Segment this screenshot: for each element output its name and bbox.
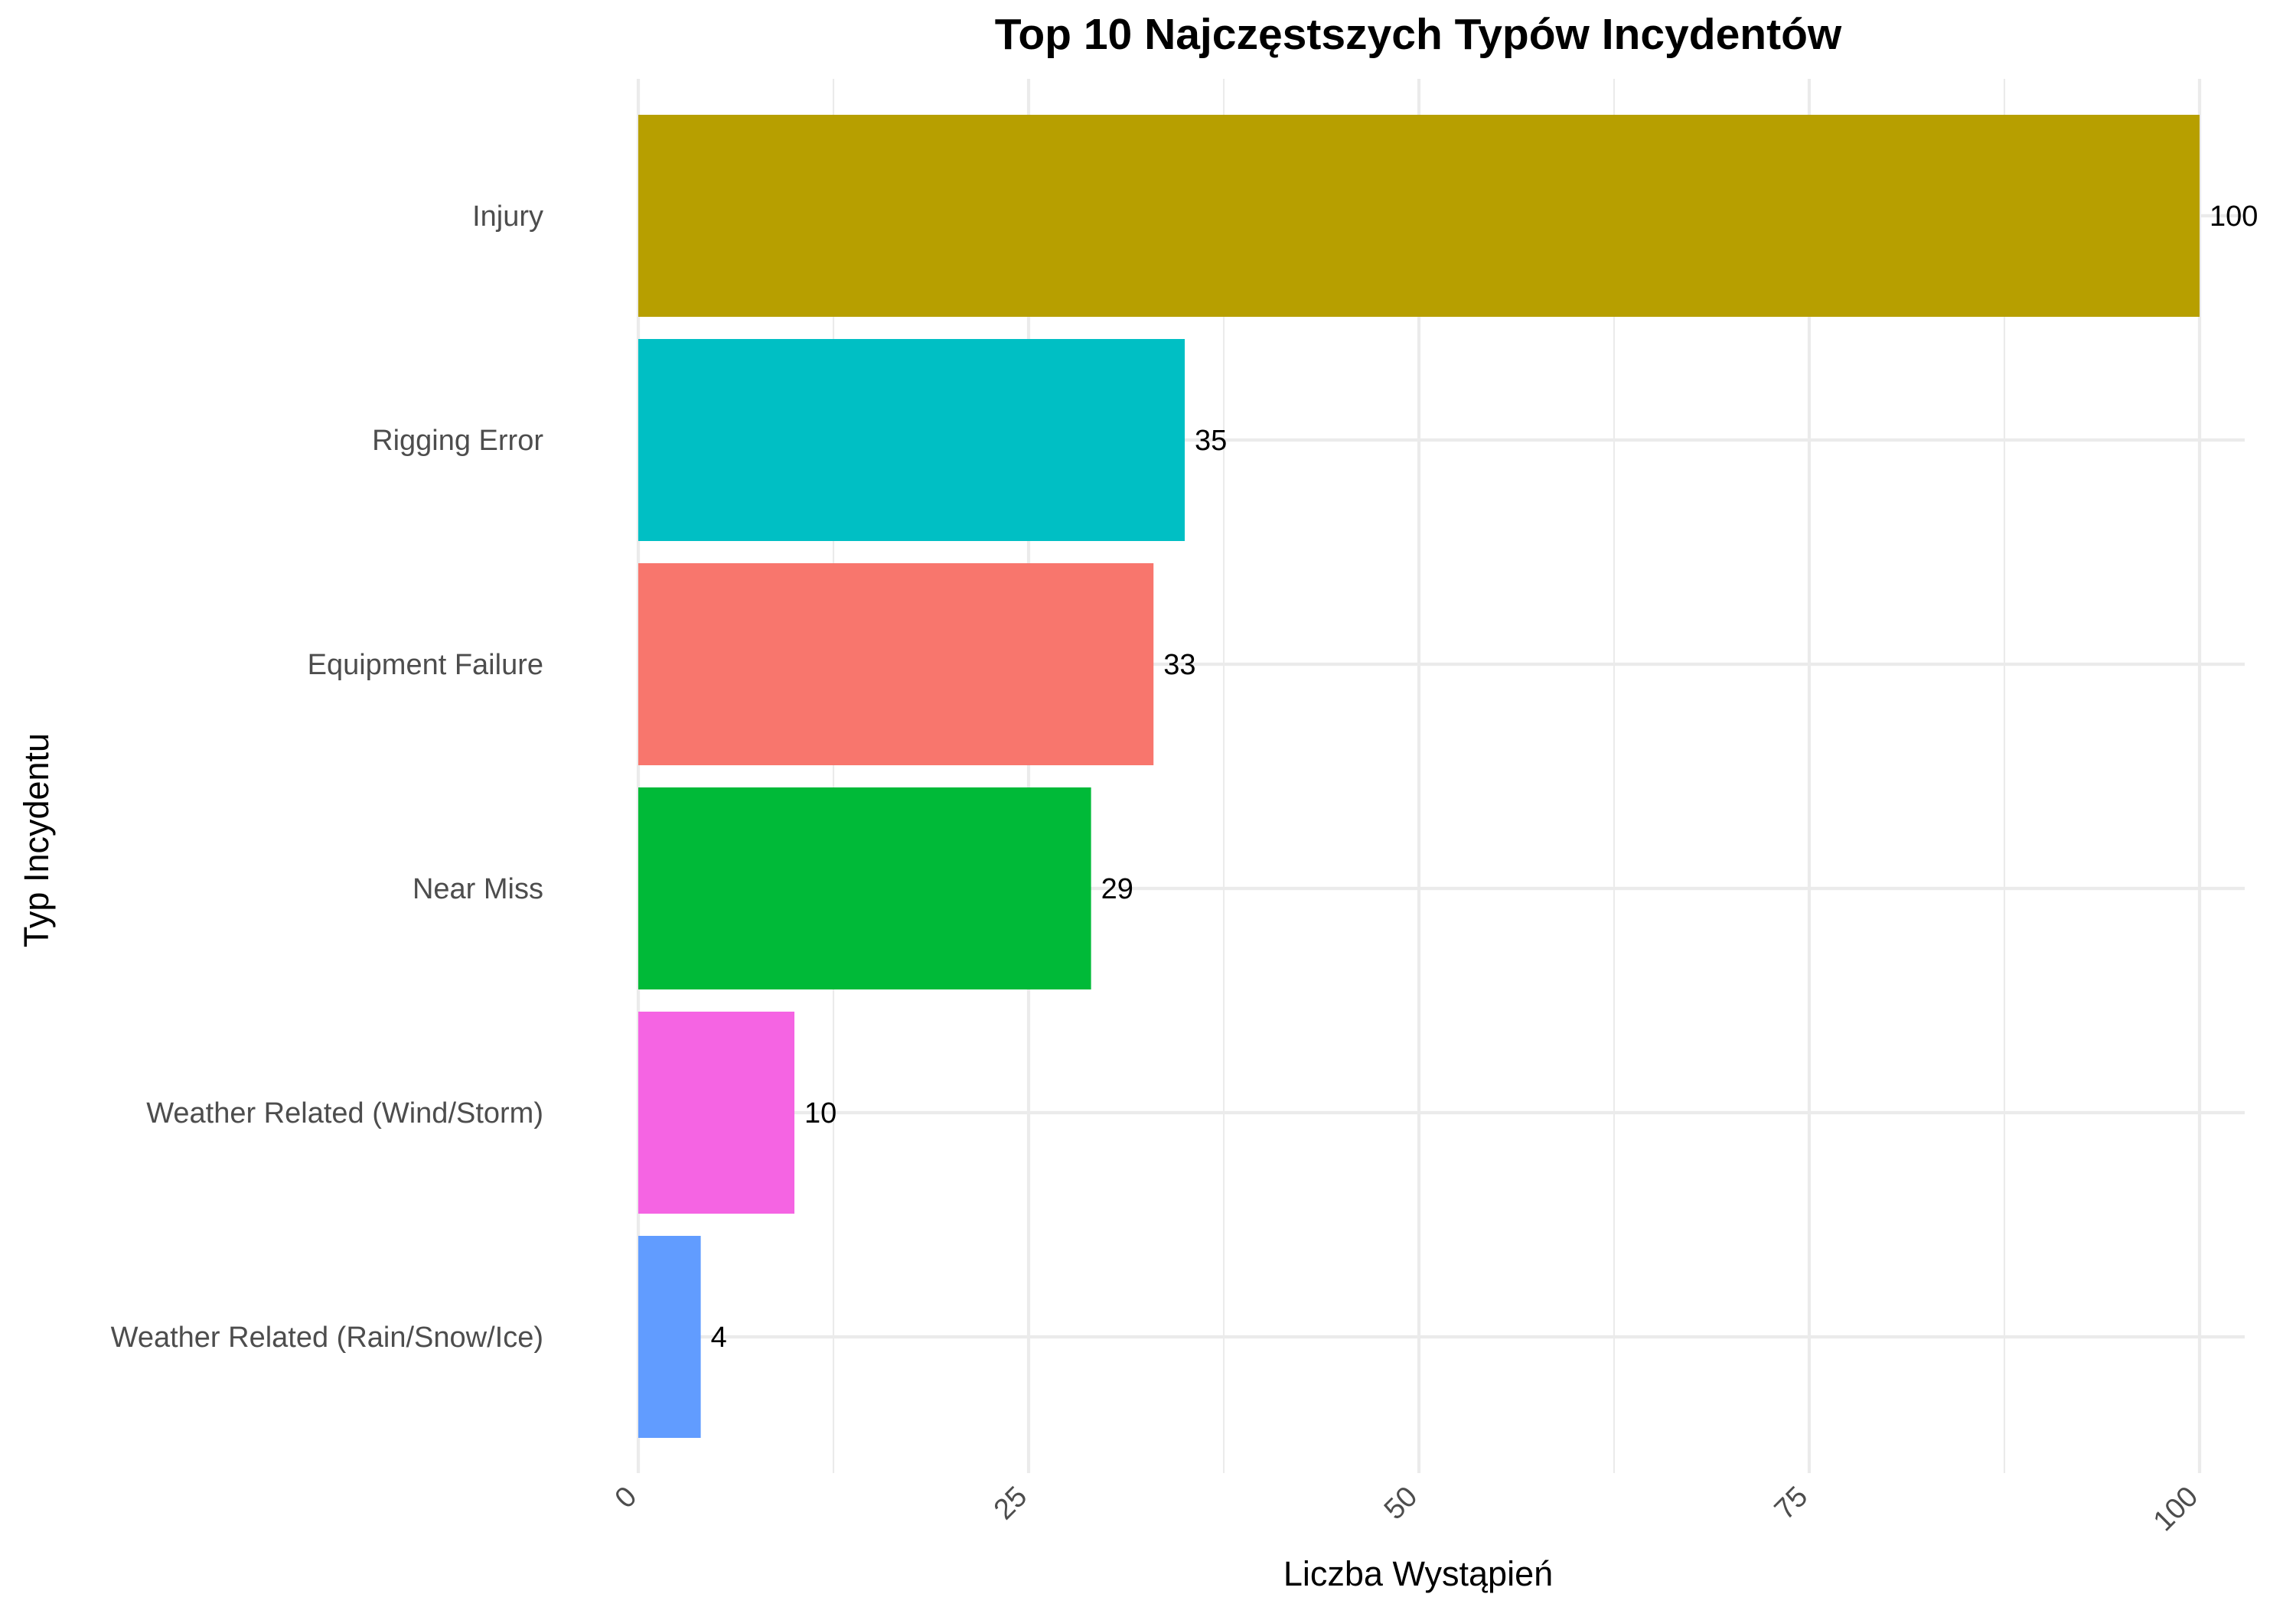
y-tick-label: Weather Related (Rain/Snow/Ice) [111, 1322, 543, 1354]
y-tick-label: Weather Related (Wind/Storm) [146, 1097, 543, 1129]
data-label: 29 [1101, 873, 1133, 905]
data-label: 35 [1195, 425, 1227, 457]
y-tick-labels: Injury Rigging Error Equipment Failure Near… [111, 200, 544, 1354]
bar [638, 1012, 794, 1214]
bar [638, 563, 1154, 765]
data-label: 10 [804, 1097, 837, 1129]
x-tick-labels: 0 25 50 75 100 [609, 1481, 2205, 1538]
bar-layer [638, 115, 2200, 1438]
y-tick-label: Injury [472, 200, 543, 233]
y-tick-label: Rigging Error [372, 425, 543, 457]
x-axis-title: Liczba Wystąpień [1283, 1554, 1553, 1593]
y-axis-title: Typ Incydentu [17, 733, 56, 947]
data-label: 4 [711, 1322, 727, 1354]
bar [638, 115, 2200, 317]
x-tick-label: 100 [2148, 1481, 2205, 1538]
bar [638, 1236, 701, 1438]
x-tick-label: 75 [1769, 1481, 1815, 1527]
x-tick-label: 0 [609, 1481, 644, 1515]
chart-title: Top 10 Najczęstszych Typów Incydentów [995, 10, 1842, 59]
data-label: 100 [2210, 200, 2258, 233]
y-tick-label: Near Miss [413, 873, 543, 905]
label-layer: 100 35 33 29 10 4 [711, 200, 2258, 1354]
bar [638, 787, 1091, 989]
x-tick-label: 25 [988, 1481, 1034, 1527]
bar [638, 339, 1185, 541]
data-label: 33 [1163, 649, 1195, 681]
x-tick-label: 50 [1378, 1481, 1424, 1527]
y-tick-label: Equipment Failure [308, 649, 543, 681]
